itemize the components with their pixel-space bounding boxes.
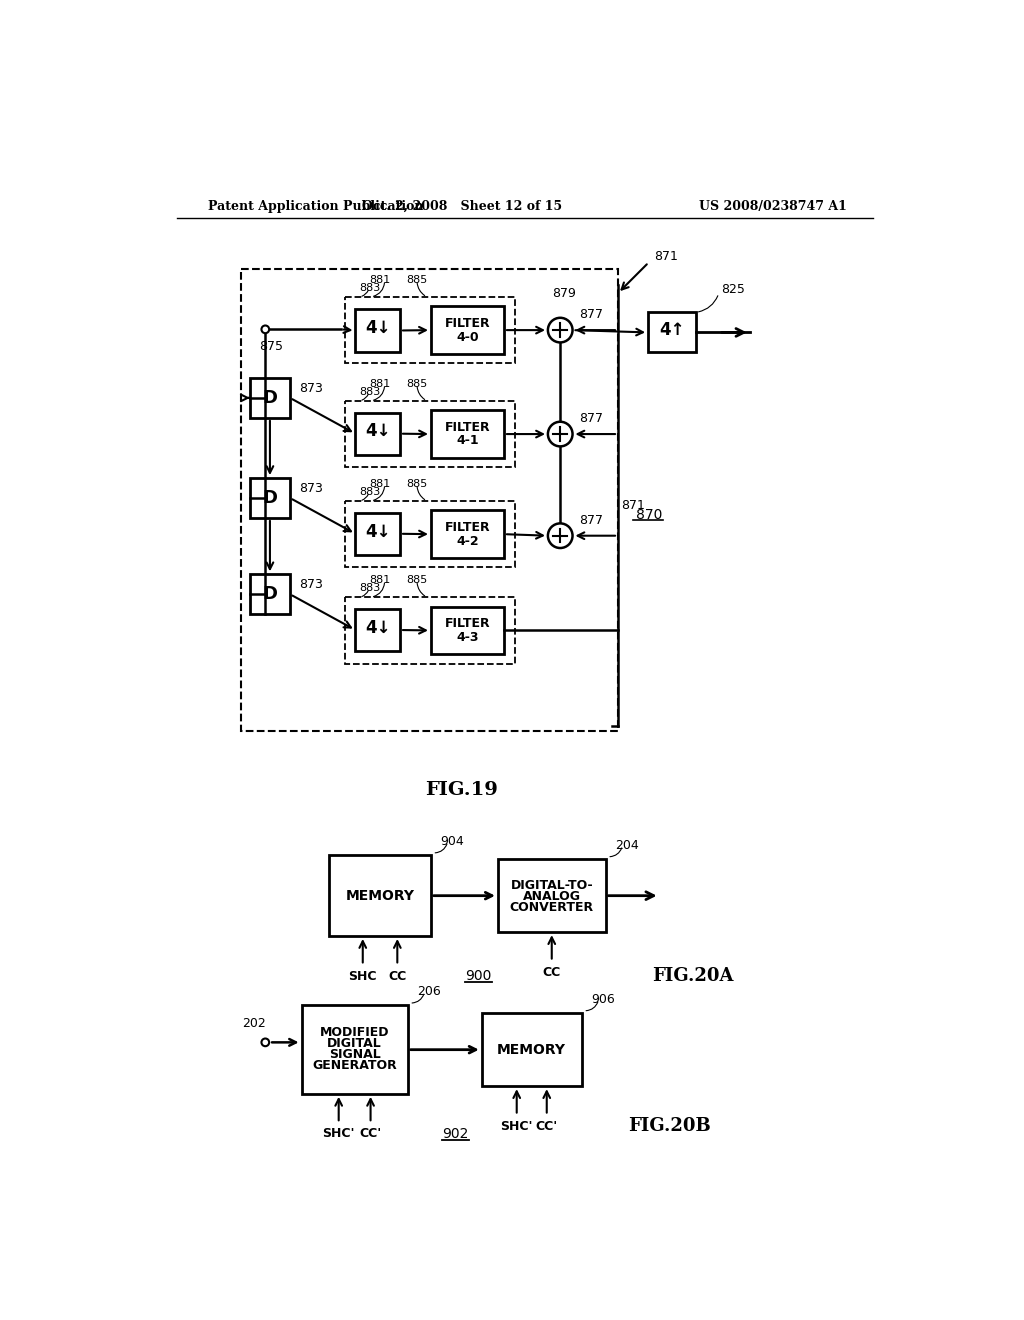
Text: MODIFIED: MODIFIED	[319, 1026, 389, 1039]
Text: 881: 881	[370, 576, 391, 585]
Text: 206: 206	[418, 985, 441, 998]
Text: DIGITAL: DIGITAL	[328, 1038, 382, 1049]
Text: SHC': SHC'	[501, 1119, 532, 1133]
Bar	[250, 378, 290, 418]
Text: 871: 871	[653, 249, 678, 263]
Text: 4-3: 4-3	[456, 631, 478, 644]
Text: FILTER: FILTER	[444, 317, 490, 330]
Text: 825: 825	[721, 282, 744, 296]
Text: 204: 204	[615, 838, 639, 851]
Bar	[345, 401, 515, 467]
Bar	[431, 607, 504, 655]
Bar	[345, 597, 515, 664]
Text: 881: 881	[370, 379, 391, 389]
Circle shape	[548, 318, 572, 342]
Text: 904: 904	[440, 834, 464, 847]
Text: FILTER: FILTER	[444, 421, 490, 434]
Text: CC': CC'	[536, 1119, 558, 1133]
Text: D: D	[262, 389, 278, 407]
Text: 873: 873	[300, 381, 324, 395]
Text: CC': CC'	[359, 1127, 382, 1140]
Text: 877: 877	[579, 308, 603, 321]
Text: SHC: SHC	[348, 970, 377, 982]
Text: 4-2: 4-2	[456, 535, 479, 548]
Text: CC: CC	[543, 966, 561, 979]
Text: 883: 883	[359, 387, 381, 397]
Text: 4↑: 4↑	[659, 321, 685, 339]
Text: 900: 900	[466, 969, 492, 983]
Text: Oct. 2, 2008   Sheet 12 of 15: Oct. 2, 2008 Sheet 12 of 15	[361, 199, 562, 213]
Text: 4-1: 4-1	[456, 434, 479, 447]
Text: D: D	[262, 488, 278, 507]
Text: 906: 906	[592, 993, 615, 1006]
Text: 877: 877	[579, 513, 603, 527]
Text: 885: 885	[407, 479, 428, 490]
Bar	[330, 855, 431, 936]
Text: 4↓: 4↓	[365, 422, 390, 441]
Text: 883: 883	[359, 583, 381, 593]
Text: 881: 881	[370, 275, 391, 285]
Bar	[648, 313, 695, 352]
Bar	[355, 309, 400, 351]
Text: 875: 875	[259, 339, 284, 352]
Bar	[431, 511, 504, 558]
Text: 883: 883	[359, 282, 381, 293]
Text: FILTER: FILTER	[444, 616, 490, 630]
Bar	[481, 1014, 582, 1086]
Text: 202: 202	[242, 1016, 265, 1030]
Bar	[431, 306, 504, 354]
Text: SIGNAL: SIGNAL	[329, 1048, 381, 1061]
Bar	[345, 502, 515, 568]
Text: 873: 873	[300, 578, 324, 591]
Text: 871: 871	[622, 499, 645, 512]
Text: FIG.20B: FIG.20B	[628, 1117, 711, 1135]
Text: CONVERTER: CONVERTER	[510, 900, 594, 913]
Text: FIG.19: FIG.19	[425, 781, 498, 799]
Text: 881: 881	[370, 479, 391, 490]
Text: FILTER: FILTER	[444, 520, 490, 533]
Text: MEMORY: MEMORY	[345, 888, 415, 903]
Bar	[345, 297, 515, 363]
Text: 879: 879	[552, 286, 577, 300]
Bar	[355, 412, 400, 455]
Text: D: D	[262, 585, 278, 603]
Text: 883: 883	[359, 487, 381, 496]
Text: 885: 885	[407, 275, 428, 285]
Text: Patent Application Publication: Patent Application Publication	[208, 199, 423, 213]
Bar	[301, 1006, 408, 1094]
Text: 4-0: 4-0	[456, 330, 479, 343]
Text: 870: 870	[636, 508, 662, 521]
Circle shape	[548, 523, 572, 548]
Bar	[498, 859, 605, 932]
Bar	[355, 609, 400, 651]
Text: ANALOG: ANALOG	[522, 890, 581, 903]
Text: FIG.20A: FIG.20A	[652, 968, 733, 985]
Text: DIGITAL-TO-: DIGITAL-TO-	[510, 879, 593, 892]
Text: 877: 877	[579, 412, 603, 425]
Text: CC: CC	[388, 970, 407, 982]
Bar	[355, 512, 400, 554]
Text: GENERATOR: GENERATOR	[312, 1059, 397, 1072]
Circle shape	[261, 326, 269, 333]
Text: 885: 885	[407, 379, 428, 389]
Text: 902: 902	[442, 1127, 469, 1140]
Text: 885: 885	[407, 576, 428, 585]
Text: US 2008/0238747 A1: US 2008/0238747 A1	[698, 199, 847, 213]
Circle shape	[261, 1039, 269, 1047]
Text: 4↓: 4↓	[365, 319, 390, 337]
Bar	[241, 268, 617, 730]
Bar	[250, 478, 290, 517]
Bar	[431, 411, 504, 458]
Bar	[250, 574, 290, 614]
Text: 4↓: 4↓	[365, 523, 390, 540]
Text: 873: 873	[300, 482, 324, 495]
Circle shape	[548, 422, 572, 446]
Text: MEMORY: MEMORY	[498, 1043, 566, 1057]
Text: SHC': SHC'	[323, 1127, 355, 1140]
Text: 4↓: 4↓	[365, 619, 390, 636]
